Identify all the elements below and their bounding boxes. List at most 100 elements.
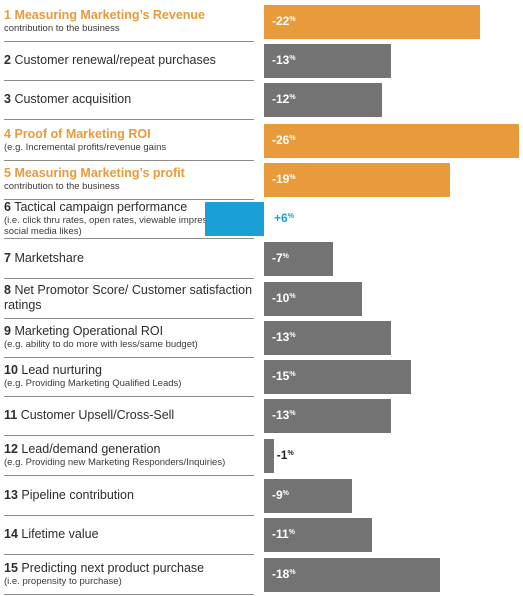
bar [264, 399, 392, 433]
data-label: -9% [272, 488, 289, 502]
category-subtitle: (e.g. Providing new Marketing Responders… [4, 457, 226, 468]
data-label: -12% [272, 92, 296, 106]
chart-row: 14 Lifetime value -11% [0, 516, 523, 555]
data-label-value: -1 [276, 448, 288, 462]
category-title-text: Customer acquisition [14, 91, 132, 106]
category-number: 2 [4, 52, 11, 67]
category-title-text: Proof of Marketing ROI [14, 127, 151, 141]
category-label: 5 Measuring Marketing’s profit contributi… [4, 166, 254, 200]
data-label: -11% [272, 527, 295, 541]
data-label: -13% [272, 53, 296, 67]
category-number: 4 [4, 127, 11, 141]
category-number: 10 [4, 363, 18, 377]
data-label: -15% [272, 369, 296, 383]
chart-row: 9 Marketing Operational ROI (e.g. ability… [0, 319, 523, 358]
category-number: 8 [4, 283, 11, 297]
category-label: 13 Pipeline contribution [4, 488, 254, 516]
chart-row: 13 Pipeline contribution -9% [0, 477, 523, 516]
chart-row: 15 Predicting next product purchase (i.e.… [0, 556, 523, 595]
category-title: 11 Customer Upsell/Cross-Sell [4, 408, 254, 423]
category-title-text: Predicting next product purchase [21, 561, 205, 575]
category-title: 9 Marketing Operational ROI [4, 324, 254, 339]
data-label: -18% [272, 567, 296, 581]
chart-row: 12 Lead/demand generation (e.g. Providing… [0, 437, 523, 476]
category-title-text: Customer Upsell/Cross-Sell [20, 407, 175, 422]
category-number: 7 [4, 250, 11, 265]
data-label-unit: % [287, 450, 294, 457]
category-label: 8 Net Promotor Score/ Customer satisfact… [4, 283, 254, 319]
category-label: 11 Customer Upsell/Cross-Sell [4, 408, 254, 436]
category-number: 12 [4, 442, 18, 456]
data-label-value: -11 [272, 527, 289, 541]
data-label: -19% [272, 172, 296, 186]
category-title-text: Marketing Operational ROI [14, 324, 164, 338]
category-label: 12 Lead/demand generation (e.g. Providing… [4, 442, 254, 476]
category-subtitle: contribution to the business [4, 23, 120, 34]
category-title-text: Measuring Marketing’s profit [14, 166, 185, 180]
category-title-text: Lead/demand generation [21, 442, 161, 456]
data-label: +6% [274, 211, 294, 225]
bar [264, 282, 362, 316]
data-label-unit: % [289, 94, 296, 101]
category-title: 12 Lead/demand generation [4, 442, 254, 457]
data-label-unit: % [289, 55, 296, 62]
data-label-value: -19 [272, 172, 290, 186]
data-label-unit: % [289, 569, 296, 576]
category-title-text: Lead nurturing [21, 363, 103, 377]
category-title: 2 Customer renewal/repeat purchases [4, 53, 254, 68]
data-label-unit: % [289, 332, 296, 339]
data-label-value: -18 [272, 567, 290, 581]
category-number: 3 [4, 91, 11, 106]
data-label: -13% [272, 408, 296, 422]
chart-row: 7 Marketshare -7% [0, 240, 523, 279]
bar [264, 479, 353, 513]
category-title-text: Net Promotor Score/ Customer satisfactio… [4, 283, 253, 312]
category-label: 3 Customer acquisition [4, 91, 254, 120]
bar [264, 360, 411, 394]
category-title: 7 Marketshare [4, 251, 254, 266]
data-label-unit: % [289, 293, 296, 300]
data-label-unit: % [282, 490, 289, 497]
bar [264, 321, 392, 355]
category-title-text: Measuring Marketing’s Revenue [14, 8, 206, 22]
category-title: 15 Predicting next product purchase [4, 561, 254, 576]
category-number: 6 [4, 200, 11, 214]
category-label: 14 Lifetime value [4, 527, 254, 555]
chart-row: 4 Proof of Marketing ROI (e.g. Incrementa… [0, 122, 523, 161]
data-label: -7% [272, 251, 289, 265]
bar [264, 439, 274, 473]
data-label-value: +6 [274, 211, 288, 225]
bar [264, 163, 451, 197]
category-title-text: Tactical campaign performance [14, 200, 188, 214]
category-subtitle: (e.g. Incremental profits/revenue gains [4, 142, 167, 153]
category-label: 2 Customer renewal/repeat purchases [4, 53, 254, 81]
category-title: 1 Measuring Marketing’s Revenue [4, 8, 254, 23]
data-label-unit: % [289, 410, 296, 417]
category-title-text: Marketshare [14, 250, 84, 265]
category-number: 13 [4, 487, 18, 502]
data-label: -13% [272, 330, 296, 344]
chart-row: 3 Customer acquisition -12% [0, 81, 523, 120]
category-title: 8 Net Promotor Score/ Customer satisfact… [4, 283, 254, 313]
chart-row: 6 Tactical campaign performance (i.e. cli… [0, 200, 523, 239]
category-label: 4 Proof of Marketing ROI (e.g. Incrementa… [4, 127, 254, 161]
bar [264, 5, 480, 39]
category-title: 13 Pipeline contribution [4, 488, 254, 503]
category-number: 15 [4, 561, 18, 575]
bar [264, 124, 519, 158]
bar [264, 558, 441, 592]
bar [264, 83, 382, 117]
category-title: 5 Measuring Marketing’s profit [4, 166, 254, 181]
category-title-text: Pipeline contribution [21, 487, 134, 502]
category-title-text: Customer renewal/repeat purchases [14, 52, 216, 67]
data-label: -26% [272, 133, 296, 147]
data-label-value: -12 [272, 92, 290, 106]
data-label-value: -13 [272, 408, 290, 422]
data-label-unit: % [289, 371, 296, 378]
category-label: 6 Tactical campaign performance (i.e. cli… [4, 200, 254, 239]
data-label-unit: % [289, 135, 296, 142]
data-label-value: -15 [272, 369, 290, 383]
data-label-value: -13 [272, 330, 290, 344]
chart-row: 11 Customer Upsell/Cross-Sell -13% [0, 397, 523, 436]
